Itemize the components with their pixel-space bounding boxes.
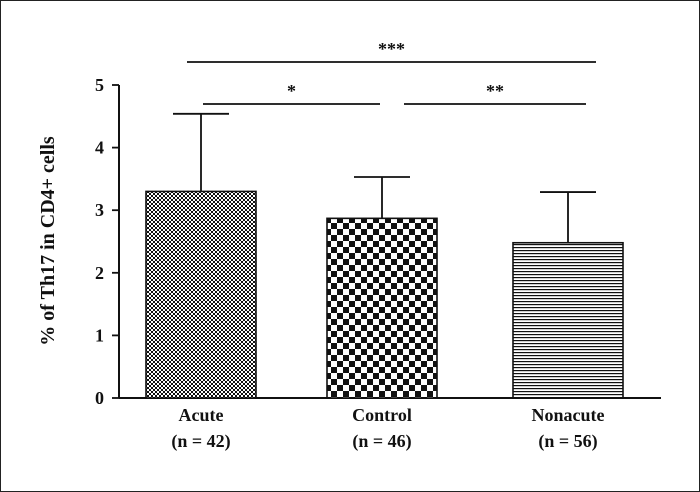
bars-group <box>145 190 624 399</box>
y-tick-label: 3 <box>95 200 104 220</box>
bar-acute <box>145 190 257 399</box>
significance-group: * ***** <box>187 39 596 105</box>
y-tick-label: 4 <box>95 138 104 158</box>
sample-size-label: (n = 46) <box>352 431 411 452</box>
significance-label: *** <box>378 39 405 59</box>
bar-nonacute <box>512 241 624 399</box>
y-tick-label: 0 <box>95 388 104 408</box>
category-labels-group: Acute (n = 42) Control (n = 46) Nonacute (n =… <box>171 405 604 452</box>
x-tick-label: Control <box>352 405 412 425</box>
x-tick-label: Nonacute <box>532 405 605 425</box>
bar-control <box>326 217 438 399</box>
y-tick-label: 1 <box>95 325 104 345</box>
x-tick-label: Acute <box>179 405 224 425</box>
y-tick-label: 5 <box>95 75 104 95</box>
significance-label: ** <box>486 81 504 101</box>
y-tick-label: 2 <box>95 263 104 283</box>
y-axis-label: % of Th17 in CD4+ cells <box>37 136 59 346</box>
sample-size-label: (n = 42) <box>171 431 230 452</box>
error-bars-group <box>173 112 596 243</box>
significance-label: * <box>287 81 296 101</box>
sample-size-label: (n = 56) <box>538 431 597 452</box>
